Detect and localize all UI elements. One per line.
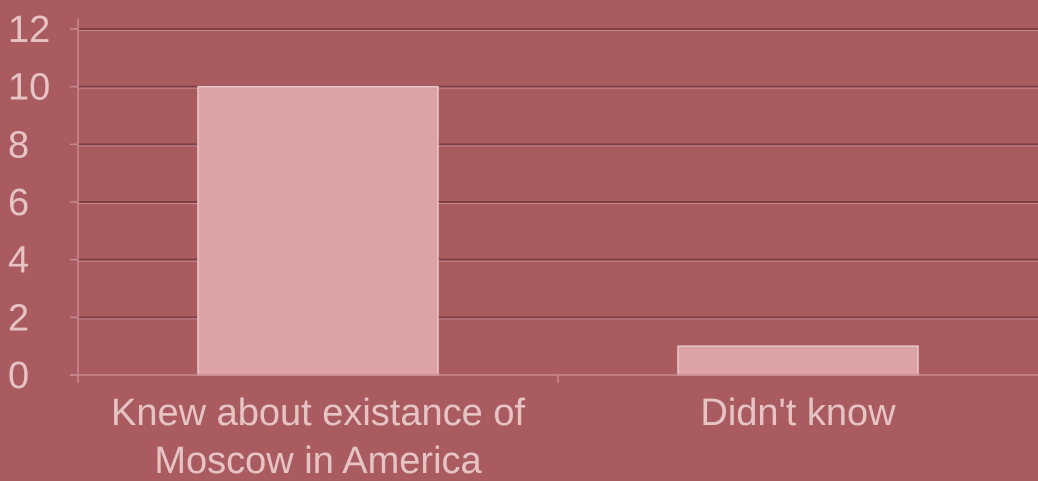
x-category-label: Didn't know bbox=[700, 392, 896, 434]
y-tick-label: 8 bbox=[8, 124, 29, 166]
bar bbox=[197, 85, 439, 376]
y-tick-label: 6 bbox=[8, 182, 29, 224]
x-category-label: Knew about existance of Moscow in America bbox=[111, 392, 525, 481]
y-tick-labels: 0 2 4 6 8 10 12 bbox=[8, 9, 50, 397]
bars bbox=[197, 85, 919, 376]
y-tick-label: 12 bbox=[8, 9, 50, 51]
x-category-labels: Knew about existance of Moscow in America… bbox=[111, 392, 896, 481]
y-tick-label: 4 bbox=[8, 240, 29, 282]
y-tick-label: 2 bbox=[8, 297, 29, 339]
y-tick-label: 0 bbox=[8, 355, 29, 397]
y-tick-label: 10 bbox=[8, 67, 50, 109]
bar bbox=[677, 345, 919, 376]
axes bbox=[70, 19, 1038, 383]
